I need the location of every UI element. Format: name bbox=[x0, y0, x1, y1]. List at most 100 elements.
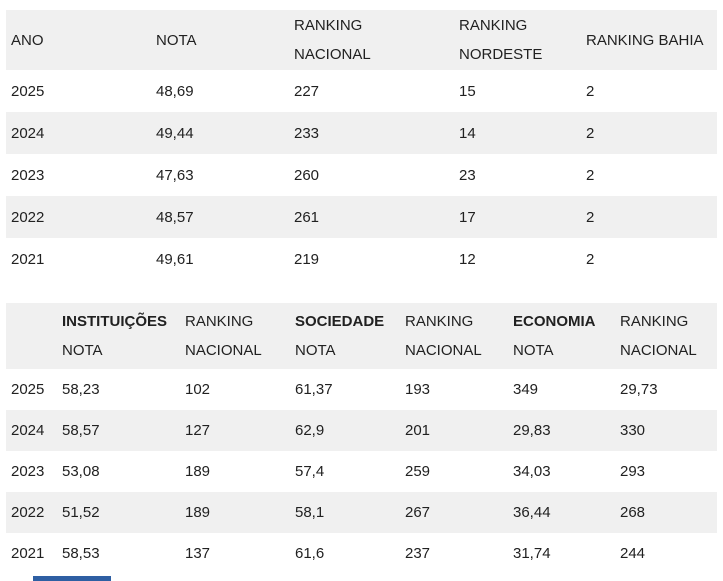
general-ranking-table: ANO NOTA RANKING NACIONAL RANKING NORDESTE… bbox=[6, 10, 717, 280]
column-header-label: ECONOMIA bbox=[513, 313, 596, 330]
column-header-instituicoes-nota: INSTITUIÇÕES NOTA bbox=[57, 303, 180, 369]
column-header-label: RANKING bbox=[185, 313, 254, 330]
partial-blue-element bbox=[33, 576, 111, 581]
table-row-2024: 2024 49,44 233 14 2 bbox=[6, 112, 717, 154]
column-header-ranking-nacional: RANKING NACIONAL bbox=[400, 303, 508, 369]
column-header-label: ANO bbox=[11, 31, 44, 49]
year-cell: 2024 bbox=[11, 124, 45, 142]
column-header-label: NOTA bbox=[295, 342, 336, 359]
column-header-label: RANKING bbox=[405, 313, 474, 330]
sociedade-nota-cell: 57,4 bbox=[295, 463, 325, 480]
economia-nota-cell: 29,83 bbox=[513, 422, 551, 439]
nota-cell: 48,69 bbox=[156, 82, 194, 100]
economia-nota-cell: 34,03 bbox=[513, 463, 551, 480]
ranking-bahia-cell: 2 bbox=[586, 166, 595, 184]
year-cell: 2022 bbox=[11, 504, 45, 521]
economia-ranking-cell: 29,73 bbox=[620, 381, 658, 398]
instituicoes-ranking-cell: 189 bbox=[185, 504, 211, 521]
economia-nota-cell: 31,74 bbox=[513, 545, 551, 562]
nota-cell: 47,63 bbox=[156, 166, 194, 184]
column-header-label: NACIONAL bbox=[185, 342, 262, 359]
column-header-label: NACIONAL bbox=[294, 46, 371, 63]
sociedade-nota-cell: 58,1 bbox=[295, 504, 325, 521]
sociedade-ranking-cell: 201 bbox=[405, 422, 431, 439]
column-header-label: NOTA bbox=[513, 342, 554, 359]
column-header-label: RANKING bbox=[459, 17, 528, 34]
ranking-nacional-cell: 227 bbox=[294, 82, 320, 100]
year-cell: 2022 bbox=[11, 208, 45, 226]
column-header-label: SOCIEDADE bbox=[295, 313, 385, 330]
column-header-empty bbox=[6, 303, 57, 369]
bottom-strip bbox=[0, 574, 723, 581]
ranking-nordeste-cell: 23 bbox=[459, 166, 476, 184]
general-table-header-row: ANO NOTA RANKING NACIONAL RANKING NORDESTE… bbox=[6, 10, 717, 70]
ranking-nacional-cell: 233 bbox=[294, 124, 320, 142]
pillars-ranking-table: INSTITUIÇÕES NOTA RANKING NACIONAL SOCIEDA… bbox=[6, 303, 717, 574]
instituicoes-ranking-cell: 137 bbox=[185, 545, 211, 562]
column-header-label: RANKING bbox=[620, 313, 689, 330]
column-header-ranking-nacional: RANKING NACIONAL bbox=[180, 303, 290, 369]
column-header-label: INSTITUIÇÕES bbox=[62, 313, 168, 330]
table-row-2022: 2022 48,57 261 17 2 bbox=[6, 196, 717, 238]
table-row-2024: 2024 58,57 127 62,9 201 29,83 330 bbox=[6, 410, 717, 451]
column-header-economia-nota: ECONOMIA NOTA bbox=[508, 303, 615, 369]
ranking-bahia-cell: 2 bbox=[586, 82, 595, 100]
year-cell: 2025 bbox=[11, 82, 45, 100]
table-row-2025: 2025 48,69 227 15 2 bbox=[6, 70, 717, 112]
column-header-ranking-bahia: RANKING BAHIA bbox=[581, 10, 717, 70]
column-header-label: NORDESTE bbox=[459, 46, 543, 63]
ranking-bahia-cell: 2 bbox=[586, 208, 595, 226]
column-header-ranking-nacional: RANKING NACIONAL bbox=[289, 10, 454, 70]
table-gap bbox=[0, 280, 723, 303]
ranking-bahia-cell: 2 bbox=[586, 124, 595, 142]
ranking-nordeste-cell: 17 bbox=[459, 208, 476, 226]
column-header-label: NOTA bbox=[62, 342, 103, 359]
sociedade-nota-cell: 62,9 bbox=[295, 422, 325, 439]
table-row-2023: 2023 53,08 189 57,4 259 34,03 293 bbox=[6, 451, 717, 492]
ranking-nacional-cell: 219 bbox=[294, 250, 320, 268]
column-header-label: NACIONAL bbox=[405, 342, 482, 359]
table-row-2025: 2025 58,23 102 61,37 193 349 29,73 bbox=[6, 369, 717, 410]
instituicoes-nota-cell: 58,57 bbox=[62, 422, 100, 439]
year-cell: 2024 bbox=[11, 422, 45, 439]
ranking-nordeste-cell: 12 bbox=[459, 250, 476, 268]
nota-cell: 49,61 bbox=[156, 250, 194, 268]
sociedade-ranking-cell: 237 bbox=[405, 545, 431, 562]
economia-ranking-cell: 244 bbox=[620, 545, 646, 562]
ranking-nordeste-cell: 14 bbox=[459, 124, 476, 142]
column-header-sociedade-nota: SOCIEDADE NOTA bbox=[290, 303, 400, 369]
table-row-2023: 2023 47,63 260 23 2 bbox=[6, 154, 717, 196]
economia-ranking-cell: 330 bbox=[620, 422, 646, 439]
column-header-ano: ANO bbox=[6, 10, 151, 70]
ranking-nordeste-cell: 15 bbox=[459, 82, 476, 100]
column-header-label: NACIONAL bbox=[620, 342, 697, 359]
column-header-label: NOTA bbox=[156, 31, 197, 49]
ranking-nacional-cell: 261 bbox=[294, 208, 320, 226]
year-cell: 2021 bbox=[11, 545, 45, 562]
instituicoes-nota-cell: 53,08 bbox=[62, 463, 100, 480]
sociedade-nota-cell: 61,6 bbox=[295, 545, 325, 562]
instituicoes-ranking-cell: 102 bbox=[185, 381, 211, 398]
economia-ranking-cell: 293 bbox=[620, 463, 646, 480]
instituicoes-nota-cell: 51,52 bbox=[62, 504, 100, 521]
instituicoes-ranking-cell: 189 bbox=[185, 463, 211, 480]
table-row-2021: 2021 58,53 137 61,6 237 31,74 244 bbox=[6, 533, 717, 574]
year-cell: 2023 bbox=[11, 463, 45, 480]
nota-cell: 48,57 bbox=[156, 208, 194, 226]
economia-ranking-cell: 268 bbox=[620, 504, 646, 521]
instituicoes-ranking-cell: 127 bbox=[185, 422, 211, 439]
table-row-2021: 2021 49,61 219 12 2 bbox=[6, 238, 717, 280]
economia-nota-cell: 36,44 bbox=[513, 504, 551, 521]
instituicoes-nota-cell: 58,53 bbox=[62, 545, 100, 562]
pillars-table-header-row: INSTITUIÇÕES NOTA RANKING NACIONAL SOCIEDA… bbox=[6, 303, 717, 369]
column-header-label: RANKING BAHIA bbox=[586, 31, 704, 49]
sociedade-nota-cell: 61,37 bbox=[295, 381, 333, 398]
sociedade-ranking-cell: 267 bbox=[405, 504, 431, 521]
column-header-ranking-nordeste: RANKING NORDESTE bbox=[454, 10, 581, 70]
column-header-label: RANKING bbox=[294, 17, 363, 34]
nota-cell: 49,44 bbox=[156, 124, 194, 142]
sociedade-ranking-cell: 193 bbox=[405, 381, 431, 398]
year-cell: 2023 bbox=[11, 166, 45, 184]
instituicoes-nota-cell: 58,23 bbox=[62, 381, 100, 398]
